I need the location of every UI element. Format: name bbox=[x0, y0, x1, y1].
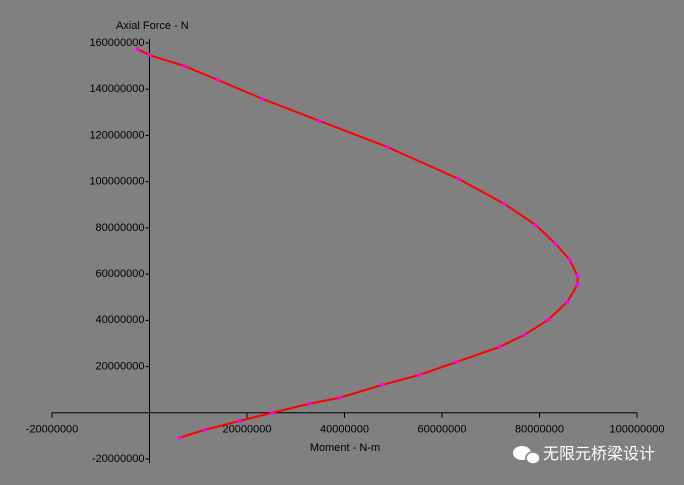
point bbox=[237, 418, 242, 423]
x-axis-title: Moment - N-m bbox=[310, 442, 380, 454]
point bbox=[380, 382, 385, 387]
point bbox=[497, 344, 502, 349]
point bbox=[215, 77, 220, 82]
point bbox=[575, 273, 580, 278]
y-axis-title: Axial Force - N bbox=[116, 20, 189, 32]
x-tick-label: 80000000 bbox=[515, 424, 564, 436]
y-tick-label: 100000000 bbox=[89, 176, 144, 188]
point bbox=[202, 427, 207, 432]
point bbox=[533, 222, 538, 227]
point bbox=[456, 176, 461, 181]
point bbox=[553, 241, 558, 246]
y-tick-label: -20000000 bbox=[92, 453, 145, 465]
point bbox=[182, 64, 187, 69]
x-tick-label: 100000000 bbox=[609, 424, 664, 436]
x-tick-label: 20000000 bbox=[223, 424, 272, 436]
point bbox=[270, 410, 275, 415]
curve bbox=[136, 48, 579, 439]
point bbox=[417, 372, 422, 377]
point bbox=[522, 332, 527, 337]
point bbox=[567, 257, 572, 262]
point bbox=[260, 96, 265, 101]
y-tick-label: 140000000 bbox=[89, 83, 144, 95]
point bbox=[135, 47, 140, 52]
y-tick-label: 80000000 bbox=[96, 222, 145, 234]
y-tick-label: 40000000 bbox=[96, 314, 145, 326]
y-tick-label: 60000000 bbox=[96, 268, 145, 280]
point bbox=[177, 435, 182, 440]
point bbox=[454, 359, 459, 364]
y-tick-label: 20000000 bbox=[96, 360, 145, 372]
point bbox=[337, 395, 342, 400]
point bbox=[147, 53, 152, 58]
y-tick-label: 120000000 bbox=[89, 129, 144, 141]
point bbox=[575, 282, 580, 287]
x-tick-label: -20000000 bbox=[26, 424, 79, 436]
point bbox=[317, 118, 322, 123]
point bbox=[307, 401, 312, 406]
y-tick-label: 160000000 bbox=[89, 37, 144, 49]
point bbox=[502, 201, 507, 206]
watermark-icon bbox=[513, 446, 541, 465]
x-tick-label: 60000000 bbox=[418, 424, 467, 436]
x-tick-label: 40000000 bbox=[320, 424, 369, 436]
point bbox=[565, 299, 570, 304]
point bbox=[385, 145, 390, 149]
point bbox=[546, 317, 551, 322]
watermark: 无限元桥梁设计 bbox=[543, 445, 655, 463]
